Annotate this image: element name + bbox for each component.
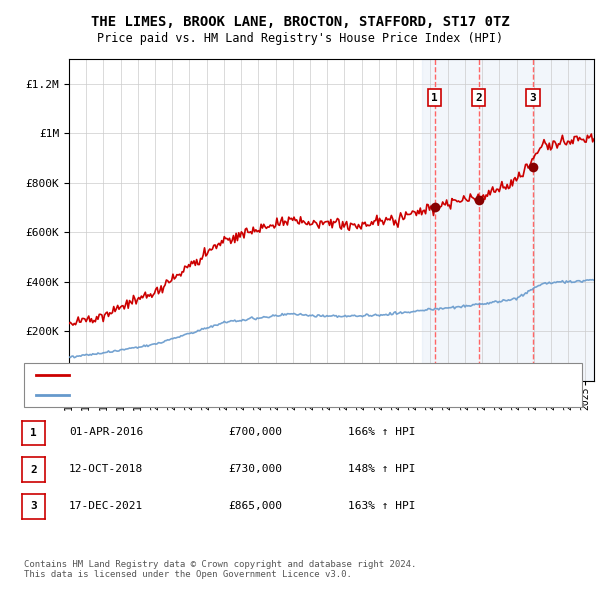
Text: 148% ↑ HPI: 148% ↑ HPI: [348, 464, 415, 474]
Text: HPI: Average price, detached house, Stafford: HPI: Average price, detached house, Staf…: [75, 390, 350, 399]
Text: £730,000: £730,000: [228, 464, 282, 474]
Text: 2: 2: [30, 465, 37, 474]
Text: 1: 1: [30, 428, 37, 438]
Text: 3: 3: [30, 502, 37, 511]
Text: 01-APR-2016: 01-APR-2016: [69, 428, 143, 437]
Text: THE LIMES, BROOK LANE, BROCTON, STAFFORD, ST17 0TZ (detached house): THE LIMES, BROOK LANE, BROCTON, STAFFORD…: [75, 371, 494, 380]
Text: 163% ↑ HPI: 163% ↑ HPI: [348, 501, 415, 510]
Text: 2: 2: [475, 93, 482, 103]
Text: 166% ↑ HPI: 166% ↑ HPI: [348, 428, 415, 437]
Text: 12-OCT-2018: 12-OCT-2018: [69, 464, 143, 474]
Bar: [422, 59, 594, 381]
Text: 17-DEC-2021: 17-DEC-2021: [69, 501, 143, 510]
Text: THE LIMES, BROOK LANE, BROCTON, STAFFORD, ST17 0TZ: THE LIMES, BROOK LANE, BROCTON, STAFFORD…: [91, 15, 509, 29]
Text: £865,000: £865,000: [228, 501, 282, 510]
Text: Contains HM Land Registry data © Crown copyright and database right 2024.
This d: Contains HM Land Registry data © Crown c…: [24, 560, 416, 579]
Text: £700,000: £700,000: [228, 428, 282, 437]
Text: 3: 3: [530, 93, 536, 103]
Text: Price paid vs. HM Land Registry's House Price Index (HPI): Price paid vs. HM Land Registry's House …: [97, 32, 503, 45]
Text: 1: 1: [431, 93, 438, 103]
